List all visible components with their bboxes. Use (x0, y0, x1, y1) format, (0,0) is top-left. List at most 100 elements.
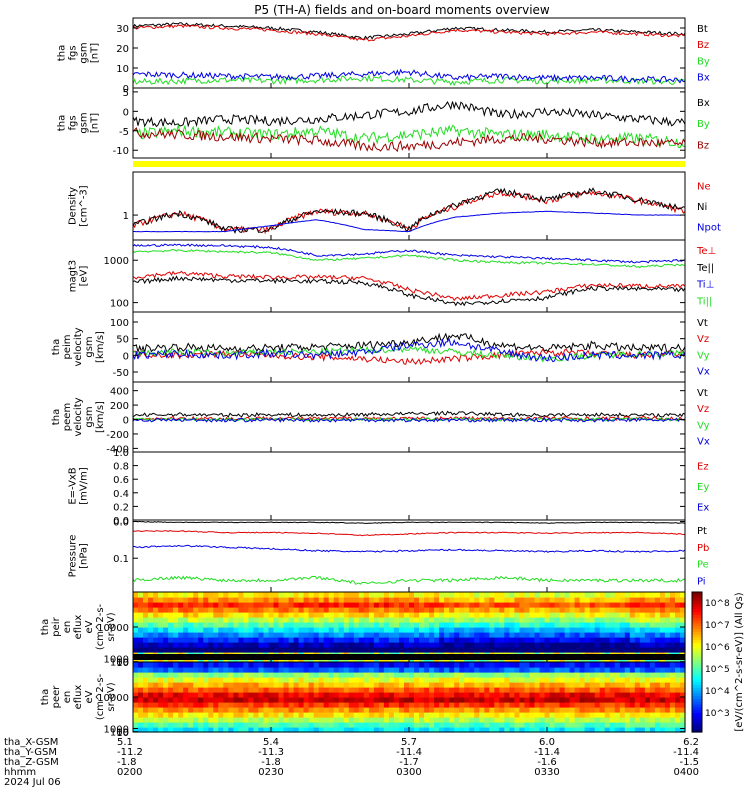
spectro-cell (243, 697, 249, 703)
series-line-Te⊥ (132, 270, 686, 302)
spectro-cell (619, 672, 626, 678)
spectro-cell (273, 602, 280, 608)
spectro-cell (153, 612, 159, 618)
spectro-cell (283, 672, 290, 678)
spectro-cell (333, 712, 340, 718)
spectro-cell (564, 602, 571, 608)
spectro-cell (388, 707, 395, 713)
spectro-cell (263, 697, 270, 703)
spectro-cell (383, 717, 390, 723)
spectro-cell (348, 607, 355, 613)
spectro-cell (659, 682, 666, 688)
spectro-cell (519, 662, 525, 668)
spectro-cell (168, 592, 174, 598)
legend-label: Vz (697, 404, 709, 415)
spectro-cell (529, 622, 535, 628)
spectro-cell (238, 637, 244, 643)
spectro-cell (208, 677, 214, 683)
spectro-cell (559, 667, 566, 673)
spectro-cell (644, 727, 651, 733)
spectro-cell (439, 667, 445, 673)
spectro-cell (634, 667, 641, 673)
spectro-cell (569, 602, 576, 608)
spectro-cell (669, 692, 676, 698)
spectro-cell (373, 687, 380, 693)
spectro-cell (419, 637, 425, 643)
spectro-cell (544, 667, 551, 673)
spectro-cell (288, 592, 295, 598)
spectro-cell (208, 687, 214, 693)
orbit-value: -11.4 (673, 747, 699, 758)
spectro-cell (449, 677, 455, 683)
spectro-cell (680, 692, 686, 698)
spectro-cell (454, 612, 460, 618)
spectro-cell (333, 687, 340, 693)
spectro-cell (639, 677, 646, 683)
spectro-cell (333, 622, 340, 628)
spectro-cell (368, 672, 375, 678)
spectro-cell (198, 722, 204, 728)
spectro-cell (323, 727, 330, 733)
spectro-cell (499, 707, 505, 713)
spectro-cell (624, 662, 631, 668)
spectro-cell (253, 692, 259, 698)
spectro-cell (138, 727, 144, 733)
spectro-cell (253, 672, 259, 678)
spectro-cell (519, 612, 525, 618)
spectro-cell (158, 697, 164, 703)
spectro-cell (273, 607, 280, 613)
spectro-cell (634, 712, 641, 718)
spectro-cell (514, 617, 520, 623)
colorbar-frame (691, 591, 703, 733)
colorbar-cell (692, 611, 702, 615)
spectro-cell (534, 717, 541, 723)
spectro-cell (574, 617, 581, 623)
spectro-cell (153, 617, 159, 623)
spectro-cell (178, 602, 184, 608)
spectro-cell (539, 647, 546, 653)
spectro-cell (399, 627, 405, 633)
spectro-cell (323, 647, 330, 653)
spectro-cell (393, 617, 400, 623)
spectro-cell (599, 712, 606, 718)
spectro-cell (564, 617, 571, 623)
spectro-cell (579, 612, 586, 618)
spectro-cell (639, 662, 646, 668)
spectro-cell (238, 622, 244, 628)
legend-label: Vz (697, 334, 709, 345)
spectro-cell (489, 607, 495, 613)
spectro-cell (253, 717, 259, 723)
spectro-cell (383, 612, 390, 618)
spectro-cell (534, 722, 541, 728)
spectro-cell (644, 677, 651, 683)
spectro-cell (604, 677, 611, 683)
spectro-cell (649, 692, 656, 698)
spectro-cell (138, 712, 144, 718)
spectro-cell (539, 727, 546, 733)
spectro-cell (599, 687, 606, 693)
spectro-cell (308, 717, 315, 723)
spectro-cell (409, 692, 415, 698)
colorbar-label: [eV/(cm^2-s-sr-eV)] (All Qs) (734, 592, 745, 731)
spectro-cell (649, 647, 656, 653)
spectro-cell (514, 607, 520, 613)
spectro-cell (419, 642, 425, 648)
spectro-cell (163, 712, 169, 718)
spectro-cell (554, 662, 561, 668)
spectro-cell (654, 647, 661, 653)
colorbar-tick-label: 10^3 (705, 709, 730, 719)
spectro-cell (559, 687, 566, 693)
spectro-cell (388, 607, 395, 613)
spectro-cell (323, 607, 330, 613)
spectro-cell (399, 642, 405, 648)
spectro-cell (644, 667, 651, 673)
spectro-cell (414, 642, 420, 648)
spectro-cell (659, 667, 666, 673)
spectro-cell (479, 697, 485, 703)
spectro-cell (383, 672, 390, 678)
spectro-cell (363, 637, 370, 643)
spectro-cell (138, 607, 144, 613)
spectro-cell (599, 727, 606, 733)
spectro-cell (484, 637, 490, 643)
spectro-cell (348, 727, 355, 733)
